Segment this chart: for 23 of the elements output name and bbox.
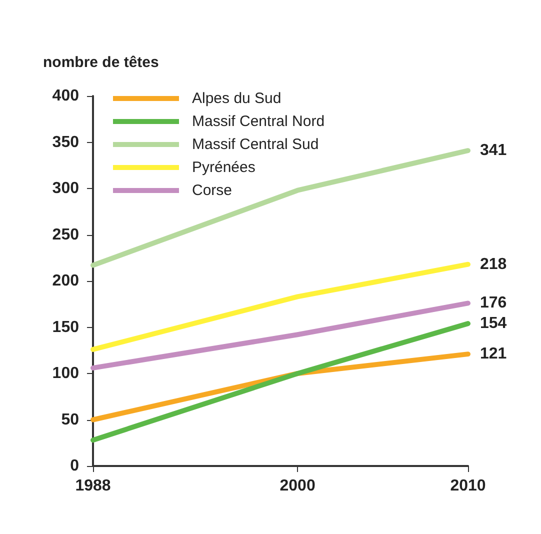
y-tick-label: 400 xyxy=(52,88,80,104)
legend-label: Pyrénées xyxy=(192,159,256,176)
legend-label: Massif Central Sud xyxy=(192,136,319,153)
y-tick-label: 0 xyxy=(70,458,80,474)
y-tick-label: 100 xyxy=(52,365,80,382)
y-tick-label: 200 xyxy=(52,272,80,290)
legend-label: Alpes du Sud xyxy=(192,90,282,107)
x-tick-label: 2010 xyxy=(450,478,486,494)
legend-label: Corse xyxy=(192,182,232,199)
y-tick-label: 50 xyxy=(61,411,80,428)
y-tick-label: 150 xyxy=(52,318,80,336)
data-label: 154 xyxy=(480,315,507,332)
data-label: 121 xyxy=(480,346,507,363)
data-label: 341 xyxy=(480,142,507,160)
x-tick-label: 2000 xyxy=(280,478,316,494)
y-tick-label: 350 xyxy=(52,134,80,151)
y-axis-title: nombre de têtes xyxy=(43,54,159,71)
y-tick-label: 250 xyxy=(52,226,80,244)
x-tick-label: 1988 xyxy=(75,478,111,494)
data-label: 176 xyxy=(480,294,507,312)
y-tick-label: 300 xyxy=(52,180,80,197)
data-label: 218 xyxy=(480,256,507,273)
legend-label: Massif Central Nord xyxy=(192,113,325,130)
